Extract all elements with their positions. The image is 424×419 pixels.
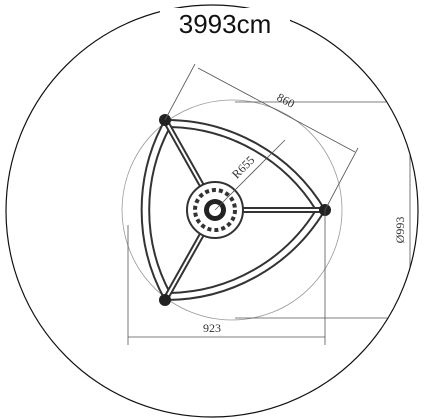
depth-label: 923 xyxy=(203,321,221,335)
node xyxy=(159,294,171,306)
page: 860 R655 923 Ø993 3993cm (() => { const … xyxy=(0,0,424,419)
title: 3993cm xyxy=(179,9,272,39)
diameter-label: Ø993 xyxy=(393,217,407,244)
drawing: 860 R655 923 Ø993 3993cm xyxy=(0,0,424,419)
